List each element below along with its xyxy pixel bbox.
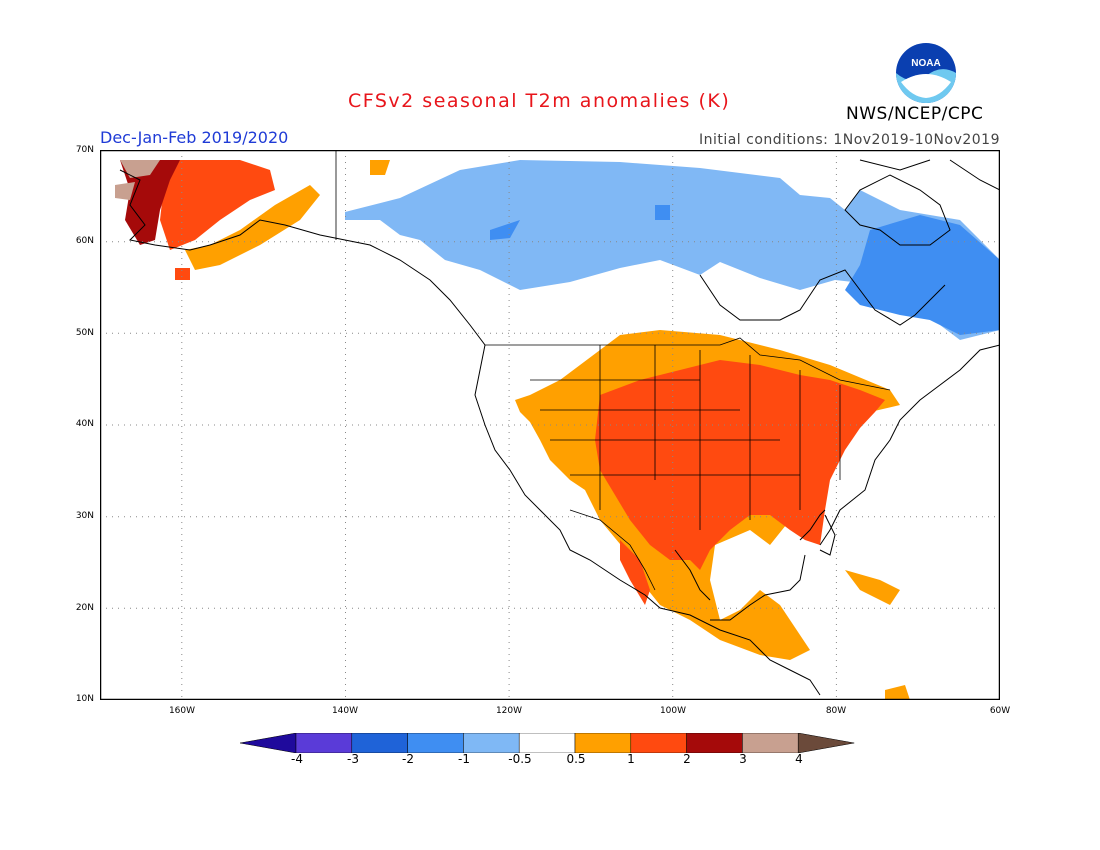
lat-label-40n: 40N bbox=[75, 419, 94, 429]
anomaly-map bbox=[100, 150, 1000, 700]
lon-label-60w: 60W bbox=[989, 706, 1011, 716]
strong-negative-anomaly-region bbox=[490, 205, 1000, 335]
colorbar-cell-7 bbox=[630, 733, 687, 753]
chart-title: CFSv2 seasonal T2m anomalies (K) bbox=[348, 90, 731, 112]
colorbar-cell-5 bbox=[518, 733, 576, 753]
colorbar-cell-3 bbox=[407, 733, 464, 753]
season-label: Dec-Jan-Feb 2019/2020 bbox=[100, 128, 289, 147]
colorbar-label-4: -0.5 bbox=[508, 752, 532, 766]
positive-anomaly-region-strong bbox=[120, 160, 180, 245]
colorbar-label-0: -4 bbox=[291, 752, 303, 766]
colorbar-cell-above-max bbox=[797, 733, 855, 753]
positive-anomaly-region-very-strong bbox=[115, 160, 160, 200]
lat-label-60n: 60N bbox=[75, 236, 94, 246]
colorbar-cell-9 bbox=[742, 733, 799, 753]
colorbar-cell-1 bbox=[295, 733, 353, 753]
colorbar-cell-8 bbox=[686, 733, 743, 753]
colorbar-label-6: 1 bbox=[627, 752, 635, 766]
lat-gridlines bbox=[100, 241, 1000, 609]
colorbar-cell-below-min bbox=[240, 733, 297, 753]
logo-text: NOAA bbox=[911, 58, 940, 69]
noaa-logo: NOAA bbox=[896, 43, 956, 103]
lat-label-10n: 10N bbox=[75, 694, 94, 704]
initial-conditions-label: Initial conditions: 1Nov2019-10Nov2019 bbox=[698, 132, 1000, 148]
colorbar-label-9: 4 bbox=[795, 752, 803, 766]
lon-label-80w: 80W bbox=[825, 706, 847, 716]
positive-anomaly-region-moderate bbox=[160, 160, 885, 605]
lat-label-50n: 50N bbox=[75, 328, 94, 338]
lat-label-70n: 70N bbox=[75, 145, 94, 155]
lat-label-20n: 20N bbox=[75, 603, 94, 613]
lon-label-160w: 160W bbox=[168, 706, 196, 716]
colorbar-label-3: -1 bbox=[458, 752, 470, 766]
lon-label-120w: 120W bbox=[495, 706, 523, 716]
lon-label-140w: 140W bbox=[331, 706, 359, 716]
agency-label: NWS/NCEP/CPC bbox=[846, 104, 984, 124]
lat-label-30n: 30N bbox=[75, 511, 94, 521]
colorbar-label-5: 0.5 bbox=[566, 752, 586, 766]
colorbar-label-8: 3 bbox=[739, 752, 747, 766]
coastlines bbox=[119, 159, 1000, 696]
colorbar-cell-6 bbox=[574, 733, 632, 753]
lon-label-100w: 100W bbox=[659, 706, 687, 716]
colorbar-label-7: 2 bbox=[683, 752, 691, 766]
colorbar-cell-2 bbox=[351, 733, 408, 753]
colorbar-cell-4 bbox=[463, 733, 520, 753]
political-borders bbox=[335, 150, 891, 591]
colorbar-label-1: -3 bbox=[347, 752, 359, 766]
colorbar bbox=[240, 733, 855, 753]
colorbar-label-2: -2 bbox=[402, 752, 414, 766]
